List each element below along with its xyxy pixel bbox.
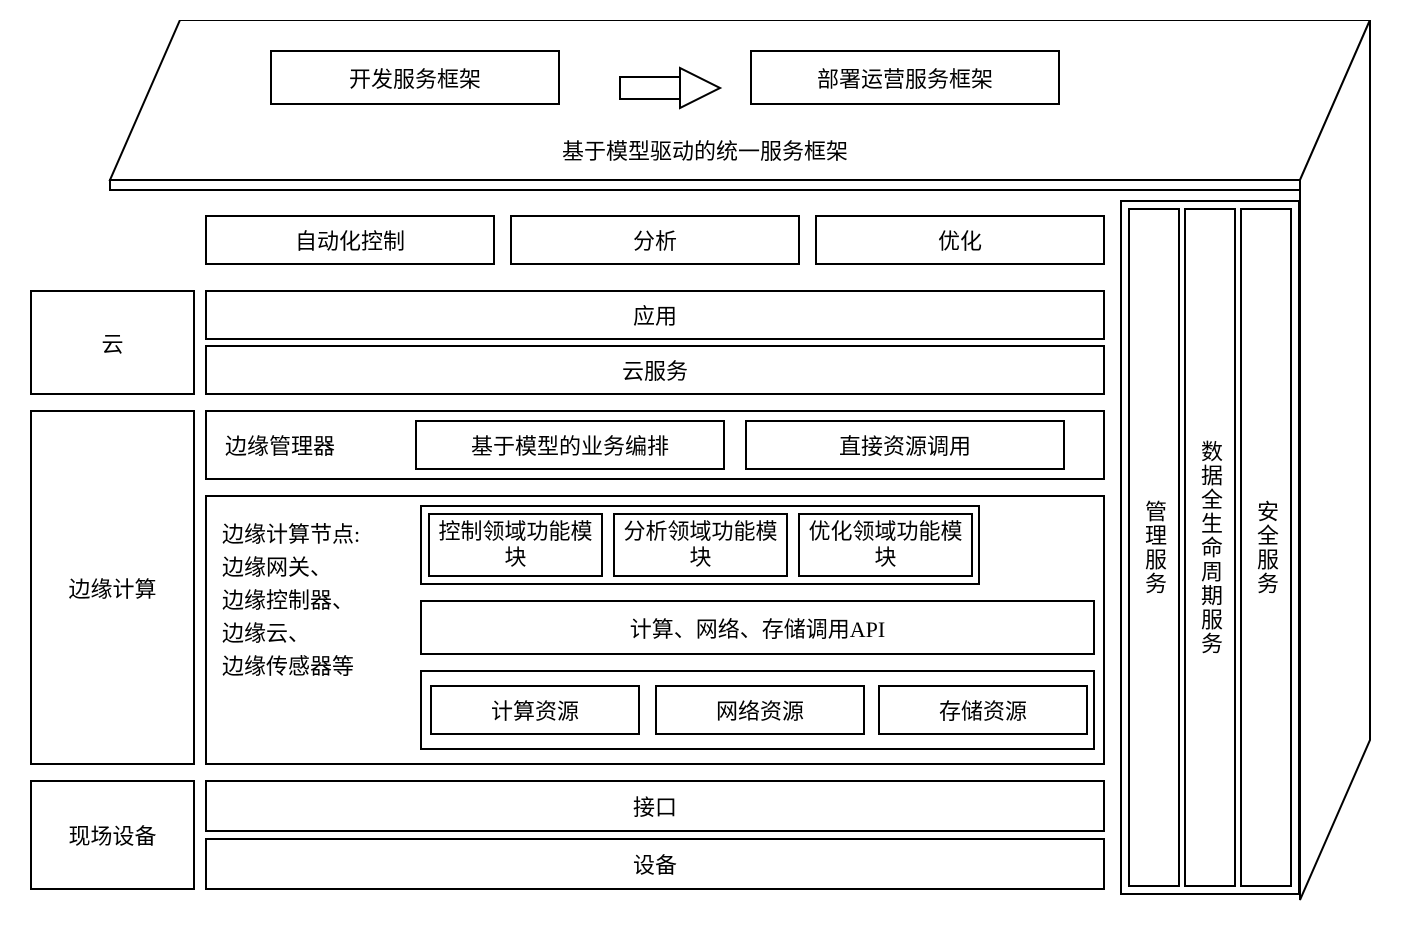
res-storage: 存储资源	[878, 685, 1088, 735]
top-title: 基于模型驱动的统一服务框架	[110, 130, 1300, 170]
cap-automation: 自动化控制	[205, 215, 495, 265]
right-mgmt: 管理服务	[1128, 208, 1180, 887]
right-lifecycle: 数据全生命周期服务	[1184, 208, 1236, 887]
domain-optimize: 优化领域功能模块	[798, 513, 973, 577]
edge-direct-call: 直接资源调用	[745, 420, 1065, 470]
field-interface: 接口	[205, 780, 1105, 832]
cloud-service: 云服务	[205, 345, 1105, 395]
cap-analysis: 分析	[510, 215, 800, 265]
edge-orchestration: 基于模型的业务编排	[415, 420, 725, 470]
dev-framework-label: 开发服务框架	[349, 62, 481, 94]
cap-optimize: 优化	[815, 215, 1105, 265]
res-compute: 计算资源	[430, 685, 640, 735]
architecture-diagram: 开发服务框架 部署运营服务框架 基于模型驱动的统一服务框架 自动化控制 分析 优…	[20, 20, 1384, 905]
deploy-framework-label: 部署运营服务框架	[817, 62, 993, 94]
left-edge: 边缘计算	[30, 410, 195, 765]
domain-control: 控制领域功能模块	[428, 513, 603, 577]
res-network: 网络资源	[655, 685, 865, 735]
api-bar: 计算、网络、存储调用API	[420, 600, 1095, 655]
edge-manager-label: 边缘管理器	[215, 415, 395, 475]
edge-node-text: 边缘计算节点: 边缘网关、 边缘控制器、 边缘云、 边缘传感器等	[210, 500, 420, 700]
deploy-framework-box: 部署运营服务框架	[750, 50, 1060, 105]
cloud-app: 应用	[205, 290, 1105, 340]
domain-analysis: 分析领域功能模块	[613, 513, 788, 577]
dev-framework-box: 开发服务框架	[270, 50, 560, 105]
field-device: 设备	[205, 838, 1105, 890]
left-cloud: 云	[30, 290, 195, 395]
right-security: 安全服务	[1240, 208, 1292, 887]
left-field: 现场设备	[30, 780, 195, 890]
